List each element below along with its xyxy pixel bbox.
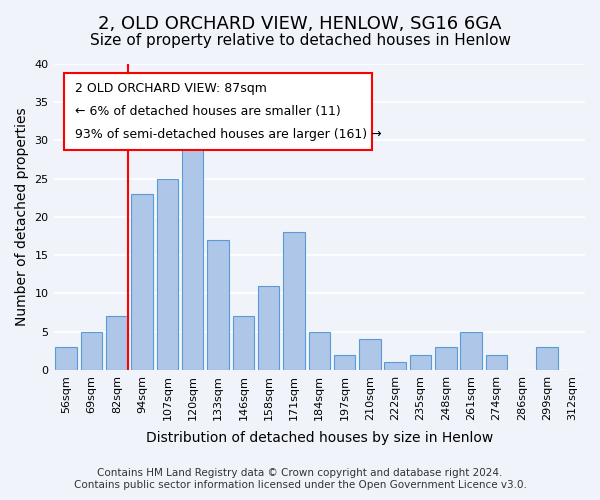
FancyBboxPatch shape (64, 73, 373, 150)
X-axis label: Distribution of detached houses by size in Henlow: Distribution of detached houses by size … (146, 431, 493, 445)
Bar (182, 133, 203, 370)
Text: ← 6% of detached houses are smaller (11): ← 6% of detached houses are smaller (11) (75, 106, 341, 118)
Bar (460, 332, 482, 370)
Y-axis label: Number of detached properties: Number of detached properties (15, 108, 29, 326)
Bar (106, 316, 128, 370)
Text: Contains HM Land Registry data © Crown copyright and database right 2024.
Contai: Contains HM Land Registry data © Crown c… (74, 468, 526, 490)
Bar (410, 354, 431, 370)
Bar (283, 232, 305, 370)
Bar (258, 286, 280, 370)
Text: 93% of semi-detached houses are larger (161) →: 93% of semi-detached houses are larger (… (75, 128, 382, 141)
Bar (334, 354, 355, 370)
Bar (385, 362, 406, 370)
Text: 2, OLD ORCHARD VIEW, HENLOW, SG16 6GA: 2, OLD ORCHARD VIEW, HENLOW, SG16 6GA (98, 15, 502, 33)
Text: Size of property relative to detached houses in Henlow: Size of property relative to detached ho… (89, 32, 511, 48)
Bar (308, 332, 330, 370)
Bar (485, 354, 507, 370)
Bar (207, 240, 229, 370)
Bar (233, 316, 254, 370)
Bar (157, 178, 178, 370)
Bar (435, 347, 457, 370)
Bar (359, 340, 380, 370)
Bar (131, 194, 153, 370)
Text: 2 OLD ORCHARD VIEW: 87sqm: 2 OLD ORCHARD VIEW: 87sqm (75, 82, 266, 96)
Bar (536, 347, 558, 370)
Bar (55, 347, 77, 370)
Bar (81, 332, 102, 370)
